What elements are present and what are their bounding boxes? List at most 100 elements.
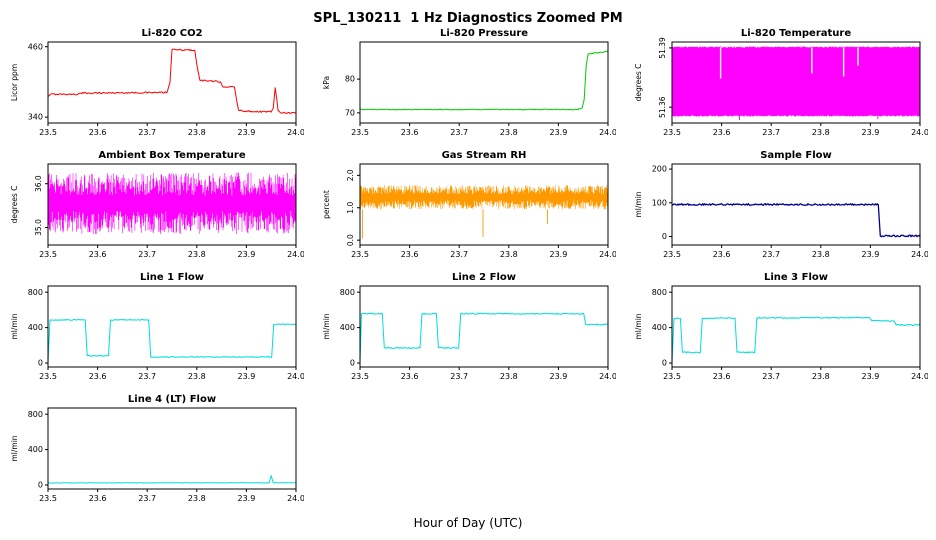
svg-text:Line 3 Flow: Line 3 Flow — [764, 272, 828, 283]
svg-text:Gas Stream RH: Gas Stream RH — [442, 150, 527, 161]
line2-flow-plot: Line 2 Flow ml/min 23.5 23.6 23.7 23.8 23.9 24.… — [322, 272, 616, 381]
svg-text:23.6: 23.6 — [89, 250, 107, 259]
svg-text:23.6: 23.6 — [713, 250, 731, 259]
svg-text:23.9: 23.9 — [549, 372, 567, 381]
line1-flow-plot: Line 1 Flow ml/min 23.5 23.6 23.7 23.8 23.9 24.… — [10, 272, 304, 381]
svg-text:23.5: 23.5 — [39, 372, 57, 381]
svg-text:24.0: 24.0 — [599, 372, 616, 381]
svg-text:24.0: 24.0 — [287, 250, 304, 259]
svg-text:0: 0 — [38, 481, 43, 490]
svg-text:23.7: 23.7 — [450, 250, 468, 259]
svg-text:35.0: 35.0 — [34, 219, 43, 236]
svg-text:Li-820 CO2: Li-820 CO2 — [141, 28, 202, 39]
chart-line3-flow: Line 3 Flow ml/min 23.5 23.6 23.7 23.8 23.9 24.… — [624, 270, 936, 392]
svg-text:400: 400 — [652, 323, 667, 332]
svg-text:23.7: 23.7 — [450, 128, 468, 137]
svg-text:23.9: 23.9 — [549, 128, 567, 137]
svg-text:0.0: 0.0 — [346, 234, 355, 246]
svg-text:23.7: 23.7 — [762, 128, 780, 137]
svg-text:Licor ppm: Licor ppm — [10, 64, 19, 101]
svg-text:kPa: kPa — [322, 76, 331, 89]
svg-text:23.5: 23.5 — [351, 128, 369, 137]
svg-text:23.7: 23.7 — [762, 250, 780, 259]
line4-lt-flow-plot: Line 4 (LT) Flow ml/min 23.5 23.6 23.7 23.8 23… — [10, 394, 304, 503]
svg-text:23.6: 23.6 — [89, 494, 107, 503]
svg-text:Li-820 Temperature: Li-820 Temperature — [741, 28, 851, 39]
svg-text:51.39: 51.39 — [658, 37, 667, 59]
svg-text:24.0: 24.0 — [911, 250, 928, 259]
svg-text:23.9: 23.9 — [237, 250, 255, 259]
chart-li820-co2: Li-820 CO2 Licor ppm 23.5 23.6 23.7 23.8 23.9 2… — [0, 26, 312, 148]
svg-text:23.8: 23.8 — [812, 128, 830, 137]
line3-flow-plot: Line 3 Flow ml/min 23.5 23.6 23.7 23.8 23.9 24.… — [634, 272, 928, 381]
svg-text:23.6: 23.6 — [89, 128, 107, 137]
svg-text:23.6: 23.6 — [713, 372, 731, 381]
svg-text:23.9: 23.9 — [861, 372, 879, 381]
svg-text:800: 800 — [652, 288, 667, 297]
svg-text:24.0: 24.0 — [287, 372, 304, 381]
svg-text:23.7: 23.7 — [138, 372, 156, 381]
svg-text:Li-820 Pressure: Li-820 Pressure — [440, 28, 528, 39]
svg-text:percent: percent — [322, 190, 331, 219]
svg-text:24.0: 24.0 — [911, 128, 928, 137]
chart-line2-flow: Line 2 Flow ml/min 23.5 23.6 23.7 23.8 23.9 24.… — [312, 270, 624, 392]
svg-text:100: 100 — [652, 198, 667, 207]
svg-text:ml/min: ml/min — [10, 435, 19, 461]
svg-text:23.9: 23.9 — [861, 250, 879, 259]
svg-text:1.0: 1.0 — [346, 202, 355, 214]
svg-text:23.9: 23.9 — [549, 250, 567, 259]
svg-text:24.0: 24.0 — [599, 128, 616, 137]
svg-text:ml/min: ml/min — [322, 313, 331, 339]
svg-text:23.8: 23.8 — [500, 250, 518, 259]
svg-text:23.5: 23.5 — [39, 128, 57, 137]
svg-text:0: 0 — [662, 359, 667, 368]
svg-text:24.0: 24.0 — [287, 128, 304, 137]
svg-text:ml/min: ml/min — [634, 313, 643, 339]
svg-text:51.36: 51.36 — [658, 96, 667, 118]
svg-text:800: 800 — [28, 410, 43, 419]
svg-text:23.8: 23.8 — [188, 372, 206, 381]
svg-text:degrees C: degrees C — [10, 186, 19, 224]
svg-text:23.9: 23.9 — [237, 372, 255, 381]
svg-text:23.5: 23.5 — [39, 494, 57, 503]
svg-text:23.5: 23.5 — [351, 372, 369, 381]
svg-text:400: 400 — [28, 445, 43, 454]
svg-text:24.0: 24.0 — [911, 372, 928, 381]
svg-text:23.9: 23.9 — [237, 128, 255, 137]
svg-text:70: 70 — [345, 108, 355, 117]
gas-stream-rh-plot: Gas Stream RH percent 23.5 23.6 23.7 23.8 23.9… — [322, 150, 616, 259]
sample-flow-plot: Sample Flow ml/min 23.5 23.6 23.7 23.8 23.9 24.… — [634, 150, 928, 259]
li820-co2-plot: Li-820 CO2 Licor ppm 23.5 23.6 23.7 23.8 23.9 2… — [10, 28, 304, 137]
svg-text:0: 0 — [38, 359, 43, 368]
charts-grid: Li-820 CO2 Licor ppm 23.5 23.6 23.7 23.8 23.9 2… — [0, 26, 936, 514]
svg-text:23.7: 23.7 — [138, 128, 156, 137]
chart-li820-pressure: Li-820 Pressure kPa 23.5 23.6 23.7 23.8 23.9 24… — [312, 26, 624, 148]
svg-text:23.6: 23.6 — [713, 128, 731, 137]
svg-text:23.7: 23.7 — [138, 250, 156, 259]
svg-text:23.5: 23.5 — [351, 250, 369, 259]
svg-text:23.8: 23.8 — [812, 250, 830, 259]
svg-text:36.0: 36.0 — [34, 175, 43, 192]
svg-text:0: 0 — [350, 359, 355, 368]
svg-text:Line 1 Flow: Line 1 Flow — [140, 272, 204, 283]
svg-text:23.8: 23.8 — [188, 494, 206, 503]
svg-text:800: 800 — [28, 288, 43, 297]
svg-text:460: 460 — [28, 42, 43, 51]
svg-text:24.0: 24.0 — [599, 250, 616, 259]
svg-text:Sample Flow: Sample Flow — [760, 150, 832, 161]
svg-text:340: 340 — [28, 113, 43, 122]
svg-text:23.5: 23.5 — [663, 128, 681, 137]
svg-text:23.7: 23.7 — [138, 494, 156, 503]
li820-pressure-plot: Li-820 Pressure kPa 23.5 23.6 23.7 23.8 23.9 24… — [322, 28, 616, 137]
svg-text:23.6: 23.6 — [401, 372, 419, 381]
svg-text:23.8: 23.8 — [812, 372, 830, 381]
svg-text:200: 200 — [652, 165, 667, 174]
svg-text:ml/min: ml/min — [10, 313, 19, 339]
chart-sample-flow: Sample Flow ml/min 23.5 23.6 23.7 23.8 23.9 24.… — [624, 148, 936, 270]
svg-text:23.8: 23.8 — [188, 128, 206, 137]
svg-text:23.8: 23.8 — [500, 372, 518, 381]
svg-text:ml/min: ml/min — [634, 191, 643, 217]
svg-text:2.0: 2.0 — [346, 169, 355, 181]
svg-text:23.5: 23.5 — [663, 372, 681, 381]
svg-text:23.6: 23.6 — [401, 128, 419, 137]
